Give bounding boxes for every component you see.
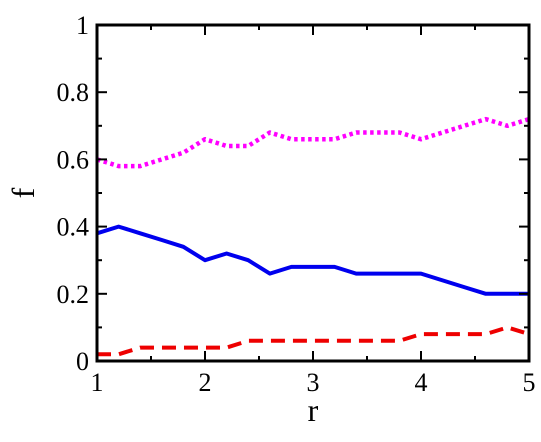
y-tick-label: 0 bbox=[76, 347, 89, 376]
y-tick-label: 1 bbox=[76, 11, 89, 40]
y-tick-label: 0.6 bbox=[57, 145, 90, 174]
y-axis-label: f bbox=[5, 187, 41, 198]
x-tick-label: 5 bbox=[523, 368, 536, 397]
x-tick-label: 3 bbox=[307, 368, 320, 397]
series-layer bbox=[96, 116, 530, 357]
x-tick-label: 4 bbox=[415, 368, 428, 397]
series-line-solid bbox=[96, 224, 529, 296]
tick-marks bbox=[96, 24, 530, 362]
series-line-dashed bbox=[97, 325, 530, 357]
x-axis-label: r bbox=[308, 392, 319, 428]
x-tick-label: 1 bbox=[91, 368, 104, 397]
y-tick-label: 0.2 bbox=[57, 280, 90, 309]
x-tick-label: 2 bbox=[199, 368, 212, 397]
series-line-dotted bbox=[96, 116, 530, 169]
tick-labels: 1 2 3 4 5 0 0.2 0.4 0.6 0.8 1 bbox=[57, 11, 536, 397]
y-tick-label: 0.8 bbox=[57, 78, 90, 107]
y-tick-label: 0.4 bbox=[57, 213, 90, 242]
plot-frame bbox=[95, 23, 531, 363]
